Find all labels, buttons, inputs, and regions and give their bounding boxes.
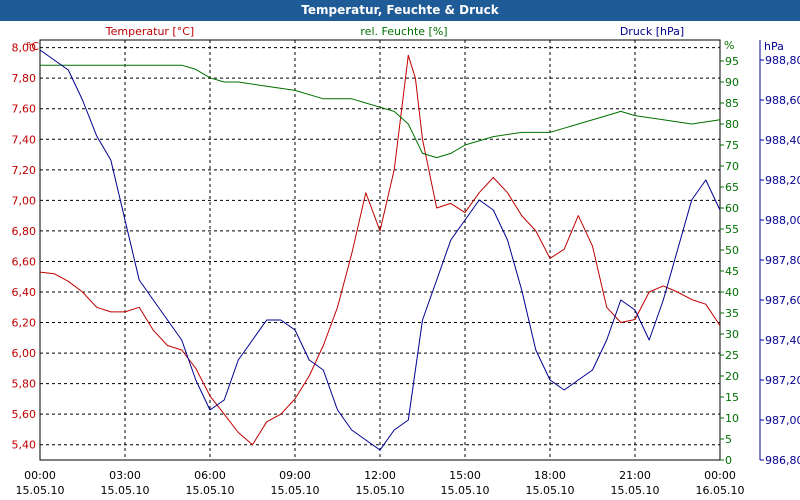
- series-line-pressure: [39, 49, 721, 451]
- x-tick-date: 15.05.10: [526, 484, 575, 497]
- temperature-tick-label: 6,60: [12, 255, 37, 268]
- humidity-tick-label: 90: [725, 76, 739, 89]
- x-tick-date: 15.05.10: [186, 484, 235, 497]
- pressure-tick-label: 988,20: [765, 174, 800, 187]
- humidity-tick-label: 70: [725, 160, 739, 173]
- chart-title: Temperatur, Feuchte & Druck: [0, 0, 800, 21]
- x-tick-date: 15.05.10: [356, 484, 405, 497]
- x-tick-time: 09:00: [279, 469, 311, 482]
- humidity-tick-label: 50: [725, 244, 739, 257]
- pressure-tick-label: 987,20: [765, 374, 800, 387]
- humidity-tick-label: 30: [725, 328, 739, 341]
- x-tick-date: 15.05.10: [271, 484, 320, 497]
- humidity-tick-label: 60: [725, 202, 739, 215]
- grid-lines: [40, 40, 720, 460]
- temperature-tick-label: 5,80: [12, 378, 37, 391]
- x-tick-time: 00:00: [704, 469, 736, 482]
- humidity-tick-label: 20: [725, 370, 739, 383]
- humidity-tick-label: 40: [725, 286, 739, 299]
- x-tick-time: 03:00: [109, 469, 141, 482]
- temperature-unit-label: °C: [26, 40, 40, 53]
- temperature-tick-label: 7,20: [12, 164, 37, 177]
- humidity-tick-label: 15: [725, 391, 739, 404]
- temperature-tick-label: 5,60: [12, 408, 37, 421]
- humidity-tick-label: 5: [725, 433, 732, 446]
- temperature-tick-label: 7,80: [12, 72, 37, 85]
- pressure-tick-label: 988,80: [765, 54, 800, 67]
- temperature-tick-label: 6,40: [12, 286, 37, 299]
- pressure-tick-label: 987,60: [765, 294, 800, 307]
- humidity-tick-label: 80: [725, 118, 739, 131]
- x-tick-date: 15.05.10: [101, 484, 150, 497]
- humidity-tick-label: 65: [725, 181, 739, 194]
- x-tick-date: 16.05.10: [696, 484, 745, 497]
- temperature-tick-label: 7,40: [12, 133, 37, 146]
- x-tick-time: 12:00: [364, 469, 396, 482]
- x-tick-time: 21:00: [619, 469, 651, 482]
- humidity-tick-label: 25: [725, 349, 739, 362]
- temperature-axis-title: Temperatur [°C]: [105, 25, 194, 38]
- temperature-tick-label: 6,00: [12, 347, 37, 360]
- pressure-tick-label: 987,80: [765, 254, 800, 267]
- series-lines: [39, 49, 721, 451]
- temperature-tick-label: 7,60: [12, 103, 37, 116]
- x-tick-time: 00:00: [24, 469, 56, 482]
- pressure-tick-label: 987,00: [765, 414, 800, 427]
- humidity-tick-label: 85: [725, 97, 739, 110]
- x-tick-date: 15.05.10: [441, 484, 490, 497]
- pressure-unit-label: hPa: [764, 40, 784, 53]
- humidity-tick-label: 10: [725, 412, 739, 425]
- pressure-tick-label: 988,00: [765, 214, 800, 227]
- pressure-tick-label: 988,40: [765, 134, 800, 147]
- humidity-axis-title: rel. Feuchte [%]: [360, 25, 447, 38]
- temperature-tick-label: 5,40: [12, 439, 37, 452]
- axis-tick-labels: 00:00 15.05.10 03:00 15.05.10 06:00 15.05.10 0…: [12, 42, 800, 497]
- x-tick-time: 15:00: [449, 469, 481, 482]
- humidity-tick-label: 75: [725, 139, 739, 152]
- pressure-tick-label: 986,80: [765, 454, 800, 467]
- humidity-unit-label: %: [724, 39, 734, 52]
- pressure-tick-label: 988,60: [765, 94, 800, 107]
- humidity-tick-label: 45: [725, 265, 739, 278]
- pressure-axis-title: Druck [hPa]: [620, 25, 684, 38]
- x-tick-date: 15.05.10: [611, 484, 660, 497]
- humidity-tick-label: 55: [725, 223, 739, 236]
- x-tick-time: 18:00: [534, 469, 566, 482]
- x-tick-date: 15.05.10: [16, 484, 65, 497]
- temperature-tick-label: 6,80: [12, 225, 37, 238]
- series-line-temperature: [39, 54, 721, 446]
- humidity-tick-label: 95: [725, 55, 739, 68]
- series-line-humidity: [40, 64, 721, 159]
- temperature-tick-label: 6,20: [12, 317, 37, 330]
- temperature-tick-label: 7,00: [12, 194, 37, 207]
- humidity-tick-label: 0: [725, 454, 732, 467]
- humidity-tick-label: 35: [725, 307, 739, 320]
- pressure-tick-label: 987,40: [765, 334, 800, 347]
- temperature-tick-label: 8,00: [12, 42, 37, 55]
- x-tick-time: 06:00: [194, 469, 226, 482]
